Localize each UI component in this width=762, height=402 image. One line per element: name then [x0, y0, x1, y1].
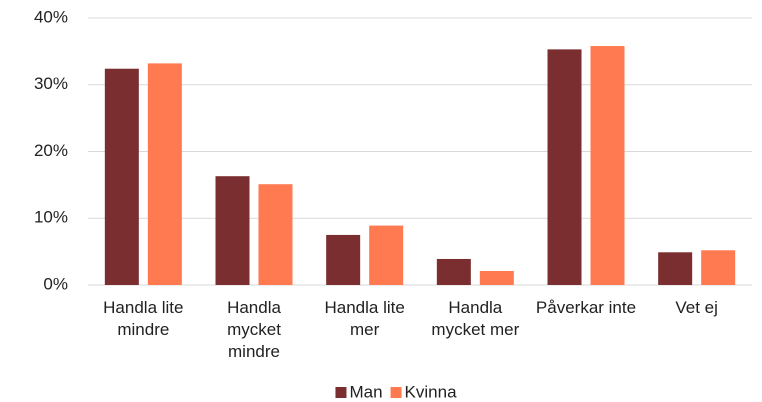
x-tick-label: Påverkar inte — [535, 298, 637, 317]
y-tick-label: 0% — [43, 274, 68, 293]
y-tick-label: 20% — [34, 141, 68, 160]
legend-label: Kvinna — [405, 382, 458, 401]
legend-label: Man — [349, 382, 382, 401]
bar — [215, 176, 250, 285]
legend-swatch — [335, 387, 347, 398]
x-tick-label: Handla lite mer — [324, 298, 405, 339]
y-tick-label: 10% — [34, 208, 68, 227]
x-tick-label: Handla lite mindre — [103, 298, 184, 339]
x-tick-label: Handla mycket mer — [431, 298, 520, 339]
bar — [369, 225, 404, 285]
y-tick-label: 40% — [34, 7, 68, 26]
bar — [326, 234, 361, 285]
bar — [658, 252, 693, 285]
bar — [701, 250, 736, 285]
bar — [590, 46, 625, 285]
bar — [479, 270, 514, 285]
x-tick-label: Handla mycket mindre — [227, 298, 281, 361]
bar — [258, 184, 293, 285]
y-tick-label: 30% — [34, 74, 68, 93]
bar — [547, 49, 582, 286]
legend-swatch — [390, 387, 402, 398]
bar — [147, 63, 182, 285]
x-tick-label: Vet ej — [675, 298, 718, 317]
bar — [104, 68, 139, 285]
bar — [436, 258, 471, 285]
